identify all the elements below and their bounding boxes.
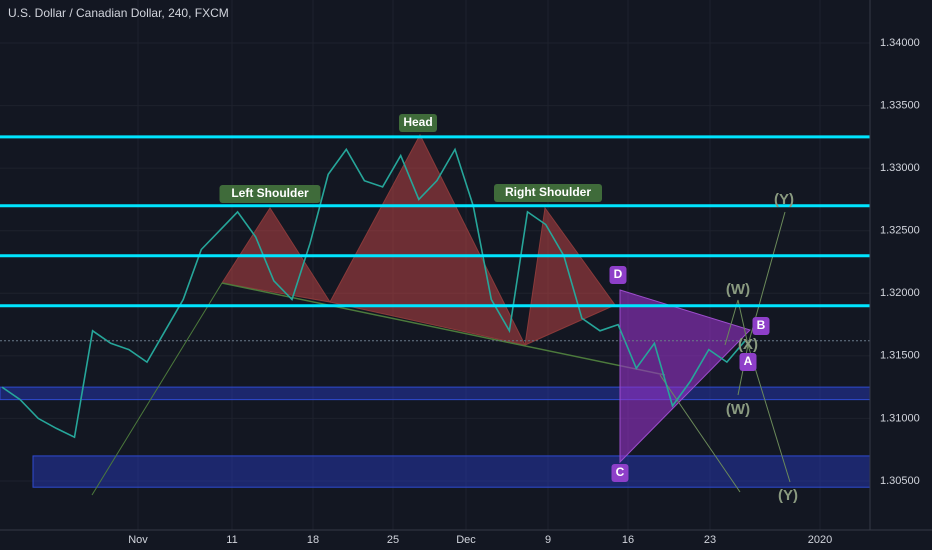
plot — [1, 147, 746, 439]
y-tick-label: 1.31000 — [880, 412, 920, 424]
harmonic-shape — [619, 289, 751, 464]
annotations: Head Left Shoulder Right Shoulder D C A B (W) (W… — [219, 114, 798, 504]
annotation-bg — [611, 464, 629, 482]
x-tick-label: 11 — [226, 534, 237, 546]
annotation: (W) — [726, 281, 750, 298]
x-tick-label: Dec — [456, 534, 476, 546]
x-tick-label: 2020 — [808, 534, 832, 546]
annotation-bg — [399, 114, 437, 132]
annotation: D — [614, 267, 623, 281]
projection-line — [659, 374, 741, 493]
annotation-bg — [739, 353, 757, 371]
price-line — [1, 147, 746, 439]
neckline — [221, 282, 666, 376]
chart-title: U.S. Dollar / Canadian Dollar, 240, FXCM — [8, 6, 229, 20]
annotation: (X) — [738, 336, 758, 353]
annotation: B — [757, 318, 766, 332]
y-tick-label: 1.30500 — [880, 475, 920, 487]
axis-labels: 1.34000 1.33500 1.33000 1.32500 1.32000 1.315… — [128, 37, 920, 546]
y-tick-label: 1.34000 — [880, 37, 920, 49]
y-tick-label: 1.33500 — [880, 100, 920, 112]
y-tick-label: 1.31500 — [880, 350, 920, 362]
x-tick-label: Nov — [128, 534, 148, 546]
x-tick-label: 16 — [622, 534, 634, 546]
zone — [32, 455, 871, 488]
head-shape — [329, 133, 526, 346]
annotation: Head — [403, 115, 432, 129]
annotation: A — [744, 354, 753, 368]
annotation: (W) — [726, 401, 750, 418]
x-tick-label: 23 — [704, 534, 716, 546]
trend-line — [91, 282, 223, 496]
annotation: (Y) — [778, 487, 798, 504]
annotation: Right Shoulder — [505, 185, 591, 199]
y-tick-label: 1.32000 — [880, 287, 920, 299]
annotation: Left Shoulder — [231, 186, 309, 200]
annotation: (Y) — [774, 191, 794, 208]
annotation-bg — [494, 184, 602, 202]
x-tick-label: 18 — [307, 534, 319, 546]
price-axis — [870, 0, 932, 530]
x-tick-label: 9 — [545, 534, 551, 546]
annotation: C — [616, 465, 625, 479]
x-tick-label: 25 — [387, 534, 399, 546]
annotation-bg — [752, 317, 770, 335]
y-tick-label: 1.32500 — [880, 225, 920, 237]
y-tick-label: 1.33000 — [880, 162, 920, 174]
annotation-bg — [609, 266, 627, 284]
annotation-bg — [219, 185, 321, 203]
